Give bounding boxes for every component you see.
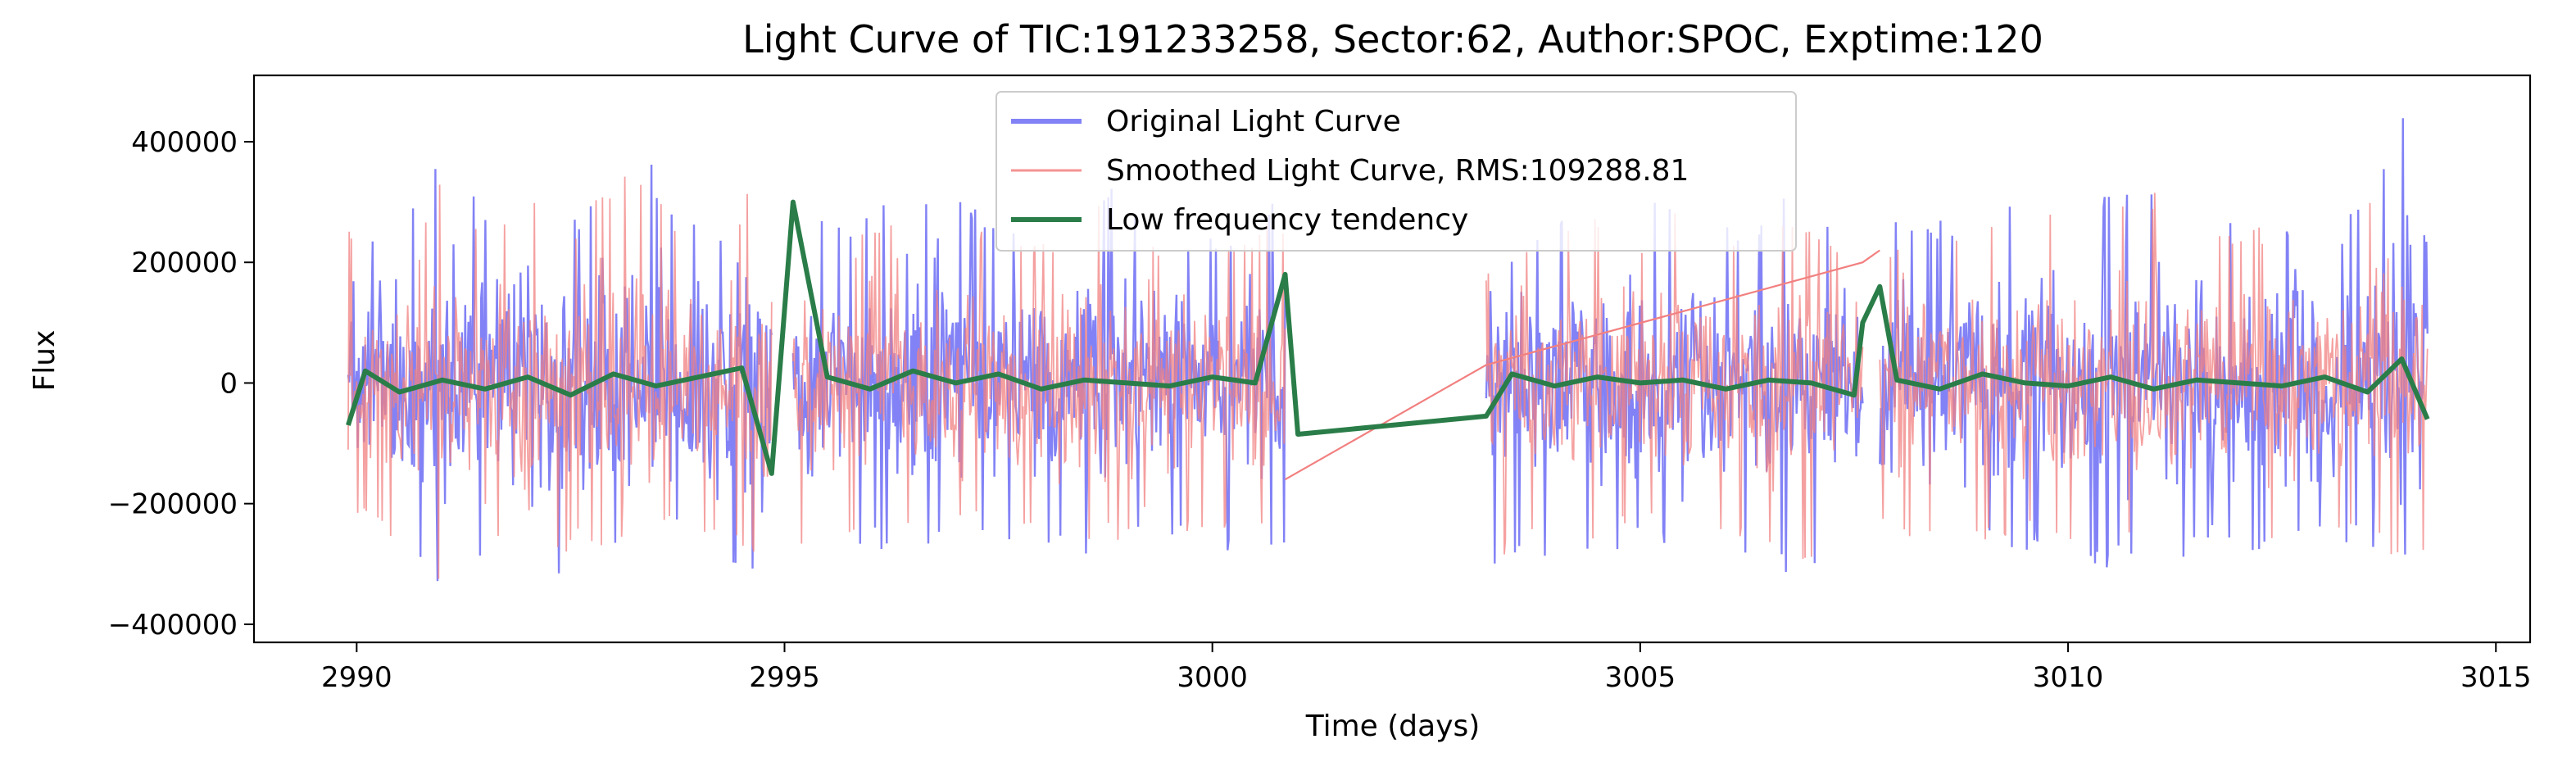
y-tick-label: 200000 <box>131 247 238 279</box>
smoothed-light-curve-line <box>347 176 2429 579</box>
x-tick-label: 3000 <box>1177 661 1248 694</box>
y-tick-label: −400000 <box>108 609 238 642</box>
smoothed-series-layer <box>347 176 2429 579</box>
legend-label: Original Light Curve <box>1106 105 1401 138</box>
x-tick-label: 2990 <box>321 661 392 694</box>
plot-frame <box>252 74 2532 644</box>
x-axis-label: Time (days) <box>1305 710 1481 743</box>
chart-title: Light Curve of TIC:191233258, Sector:62,… <box>742 17 2043 61</box>
plot-area <box>346 118 2430 582</box>
x-axis: 2990 2995 3000 3005 3010 3015 <box>321 642 2531 694</box>
legend-label: Low frequency tendency <box>1106 203 1468 237</box>
y-tick-label: −200000 <box>108 488 238 521</box>
legend-box <box>995 91 1797 252</box>
low-frequency-tendency-line <box>346 199 2430 476</box>
legend: Original Light Curve Smoothed Light Curve… <box>995 91 1797 252</box>
smoothed-gap-line <box>1284 249 1880 481</box>
y-tick-label: 0 <box>220 367 238 400</box>
x-tick-label: 3010 <box>2033 661 2104 694</box>
x-tick-label: 2995 <box>749 661 820 694</box>
y-axis-label: Flux <box>28 330 61 392</box>
legend-label: Smoothed Light Curve, RMS:109288.81 <box>1106 154 1689 188</box>
trend-series-layer <box>346 199 2430 476</box>
y-tick-label: 400000 <box>131 126 238 159</box>
x-tick-label: 3005 <box>1605 661 1676 694</box>
x-tick-label: 3015 <box>2460 661 2532 694</box>
y-axis: −400000 −200000 0 200000 400000 <box>108 126 254 642</box>
